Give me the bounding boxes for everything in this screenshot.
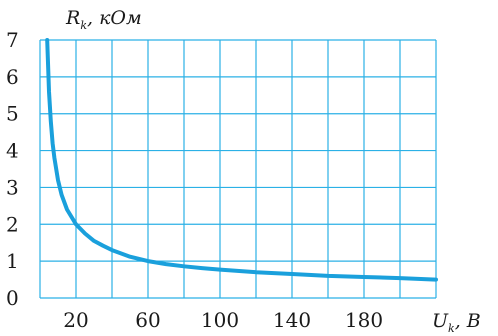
x-axis-tick-labels: 20 60 100 140 180 [63, 308, 383, 332]
y-tick-label: 4 [6, 139, 19, 163]
x-tick-label: 100 [201, 308, 239, 332]
y-tick-label: 1 [6, 249, 19, 273]
y-tick-label: 6 [6, 65, 19, 89]
y-axis-label: Rk, кОм [65, 7, 142, 32]
y-axis-label-subscript: k [80, 19, 87, 32]
x-axis-label: Uk, В [432, 310, 481, 335]
x-axis-label-subscript: k [448, 322, 455, 335]
y-tick-label: 3 [6, 175, 19, 199]
y-tick-label: 7 [6, 28, 19, 52]
chart-grid [39, 39, 437, 299]
y-axis-tick-labels: 0 1 2 3 4 5 6 7 [6, 28, 19, 310]
x-tick-label: 140 [273, 308, 311, 332]
y-tick-label: 0 [6, 286, 19, 310]
y-tick-label: 2 [6, 212, 19, 236]
y-axis-label-main: R [65, 7, 80, 29]
x-tick-label: 180 [345, 308, 383, 332]
chart-series [45, 38, 438, 282]
y-tick-label: 5 [6, 102, 19, 126]
x-axis-label-main: U [432, 310, 449, 332]
series-line [45, 38, 438, 282]
x-tick-label: 20 [63, 308, 88, 332]
y-axis-label-unit: , кОм [87, 7, 142, 29]
x-axis-label-unit: , В [455, 310, 481, 332]
x-tick-label: 60 [135, 308, 160, 332]
